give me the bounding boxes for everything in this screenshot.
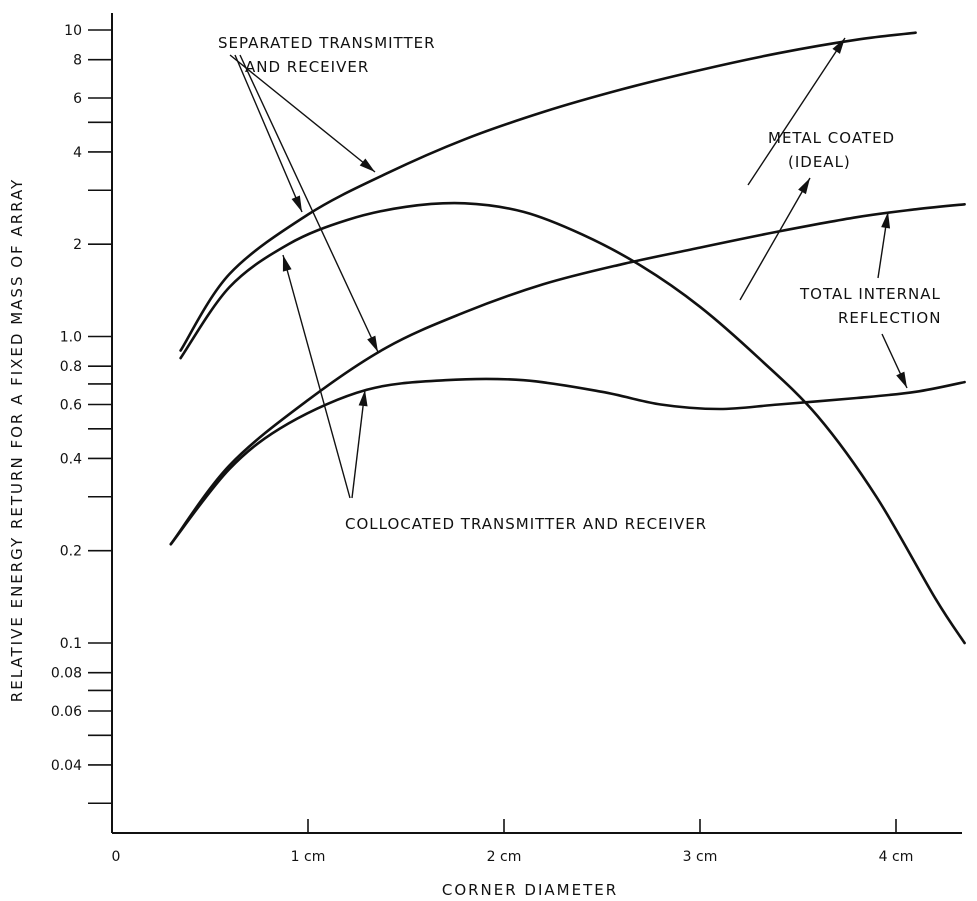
- y-tick-label: 0.8: [60, 359, 82, 375]
- y-tick-label: 6: [73, 91, 82, 107]
- annotation-arrowhead: [358, 390, 368, 407]
- annotation-collocated: COLLOCATED TRANSMITTER AND RECEIVER: [345, 515, 707, 533]
- annotation-arrows: [229, 37, 908, 499]
- y-tick-label: 2: [73, 237, 82, 253]
- annotation-total-internal-line-2: REFLECTION: [838, 309, 941, 327]
- annotation-arrow: [234, 54, 303, 213]
- annotation-metal-coated-line-1: METAL COATED: [768, 129, 895, 147]
- annotation-separated-line-2: AND RECEIVER: [245, 58, 369, 76]
- y-tick-label: 0.08: [51, 666, 82, 682]
- y-tick-label: 0.1: [60, 636, 82, 652]
- y-tick-label: 8: [73, 53, 82, 69]
- x-ticks: 0 1 cm 2 cm 3 cm 4 cm: [112, 819, 914, 865]
- annotation-arrowhead: [881, 212, 891, 229]
- y-tick-label: 0.06: [51, 704, 82, 720]
- y-tick-label: 0.6: [60, 397, 82, 413]
- annotation-arrowhead: [798, 178, 810, 195]
- x-tick-label: 3 cm: [683, 849, 718, 865]
- y-tick-label: 0.2: [60, 544, 82, 560]
- y-axis-title: RELATIVE ENERGY RETURN FOR A FIXED MASS …: [8, 178, 26, 702]
- x-tick-label: 0: [112, 849, 121, 865]
- annotation-arrowhead: [896, 371, 907, 388]
- curve-total-internal-separated: [169, 203, 966, 546]
- annotation-arrow: [282, 254, 351, 499]
- annotation-total-internal-line-1: TOTAL INTERNAL: [799, 285, 941, 303]
- y-tick-label: 0.4: [60, 451, 82, 467]
- y-ticks: 10 8 6 4 2 1.0 0.8 0.6 0.4 0.2 0.1 0.08 0.06 0.04: [51, 23, 112, 805]
- x-tick-label: 1 cm: [291, 849, 326, 865]
- x-tick-label: 4 cm: [879, 849, 914, 865]
- annotation-arrow: [239, 54, 379, 353]
- curve-total-internal-collocated: [169, 377, 966, 546]
- annotation-metal-coated: METAL COATED (IDEAL): [768, 129, 901, 171]
- annotation-arrow: [739, 177, 811, 301]
- annotation-arrow: [229, 54, 376, 173]
- curves: [169, 31, 966, 645]
- annotation-separated-line-1: SEPARATED TRANSMITTER: [218, 34, 436, 52]
- annotation-arrowhead: [282, 255, 292, 272]
- annotation-arrowhead: [291, 195, 302, 212]
- annotation-arrowhead: [832, 38, 845, 54]
- annotation-separated: SEPARATED TRANSMITTER AND RECEIVER: [218, 34, 441, 76]
- annotation-total-internal: TOTAL INTERNAL REFLECTION: [799, 285, 947, 327]
- annotation-arrow: [747, 37, 846, 186]
- annotation-arrowhead: [359, 158, 375, 172]
- x-tick-label: 2 cm: [487, 849, 522, 865]
- annotation-arrowhead: [367, 335, 378, 352]
- annotation-collocated-line-1: COLLOCATED TRANSMITTER AND RECEIVER: [345, 515, 707, 533]
- curve-metal-coated-separated: [179, 31, 917, 352]
- x-axis-title: CORNER DIAMETER: [442, 881, 618, 899]
- annotation-arrow: [351, 389, 366, 499]
- y-tick-label: 0.04: [51, 758, 82, 774]
- curve-metal-coated-collocated: [179, 201, 966, 645]
- y-tick-label: 10: [64, 23, 82, 39]
- y-tick-label: 1.0: [60, 330, 82, 346]
- y-tick-label: 4: [73, 145, 82, 161]
- annotation-metal-coated-line-2: (IDEAL): [788, 153, 851, 171]
- axes: 0 1 cm 2 cm 3 cm 4 cm 10 8 6 4 2 1.0 0.8 0.6 0.4 0.2 0…: [51, 13, 962, 865]
